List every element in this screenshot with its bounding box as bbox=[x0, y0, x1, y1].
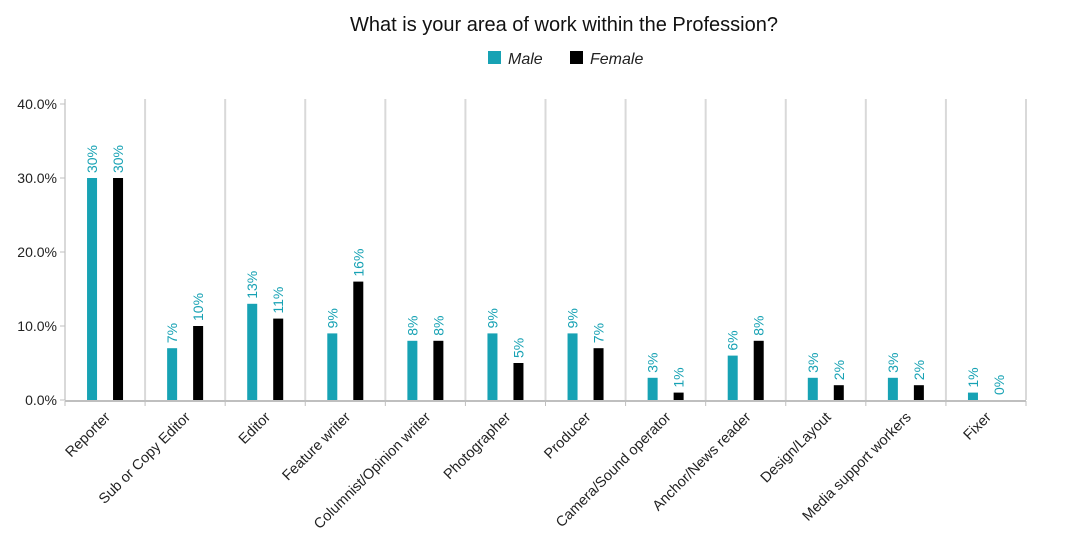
data-label: 2% bbox=[911, 360, 927, 380]
legend-label-female: Female bbox=[590, 51, 643, 68]
x-tick-label: Sub or Copy Editor bbox=[96, 409, 194, 507]
bar-male bbox=[567, 333, 578, 400]
bar-male bbox=[487, 333, 498, 400]
data-label: 16% bbox=[350, 249, 366, 277]
vertical-gridlines bbox=[64, 99, 1027, 400]
bar-female bbox=[193, 326, 204, 400]
y-tick-label: 40.0% bbox=[17, 96, 57, 112]
x-tick-label: Editor bbox=[236, 409, 274, 447]
x-tick-label: Photographer bbox=[441, 409, 515, 483]
y-tick-label: 0.0% bbox=[25, 392, 57, 408]
data-label: 10% bbox=[190, 293, 206, 321]
data-label: 8% bbox=[751, 316, 767, 336]
bar-male bbox=[167, 348, 178, 400]
y-tick-label: 10.0% bbox=[17, 318, 57, 334]
bar-female bbox=[513, 363, 524, 400]
data-label: 6% bbox=[725, 330, 741, 350]
data-label: 7% bbox=[591, 323, 607, 343]
bar-female bbox=[833, 385, 844, 400]
bar-male bbox=[327, 333, 338, 400]
y-tick-label: 20.0% bbox=[17, 244, 57, 260]
bar-female bbox=[673, 392, 684, 400]
data-label: 9% bbox=[565, 308, 581, 328]
bar-female bbox=[913, 385, 924, 400]
data-label: 13% bbox=[244, 271, 260, 299]
data-label: 8% bbox=[404, 316, 420, 336]
data-label: 9% bbox=[484, 308, 500, 328]
data-label: 30% bbox=[110, 145, 126, 173]
chart-legend: Male Female bbox=[488, 51, 643, 68]
data-label: 0% bbox=[991, 375, 1007, 395]
bar-male bbox=[407, 340, 418, 400]
bar-male bbox=[647, 377, 658, 400]
data-labels: 30% 30% 7% 10% 13% 11% 9% 16% 8% 8% 9% 5% 9% 7% 3% 1% 6%… bbox=[84, 145, 1007, 395]
legend-label-male: Male bbox=[508, 51, 543, 68]
y-tick-label: 30.0% bbox=[17, 170, 57, 186]
chart-title: What is your area of work within the Pro… bbox=[350, 14, 778, 36]
bar-female bbox=[113, 178, 124, 400]
data-label: 7% bbox=[164, 323, 180, 343]
data-label: 30% bbox=[84, 145, 100, 173]
x-tick-label: Feature writer bbox=[280, 409, 355, 484]
data-label: 2% bbox=[831, 360, 847, 380]
x-tick-label: Producer bbox=[541, 409, 594, 462]
data-label: 3% bbox=[885, 353, 901, 373]
bar-male bbox=[807, 377, 818, 400]
data-label: 1% bbox=[965, 367, 981, 387]
data-label: 1% bbox=[671, 367, 687, 387]
bar-female bbox=[273, 318, 284, 400]
bar-female bbox=[433, 340, 444, 400]
y-axis: 0.0% 10.0% 20.0% 30.0% 40.0% bbox=[17, 96, 65, 408]
data-label: 11% bbox=[270, 287, 286, 314]
bar-female bbox=[353, 281, 364, 400]
bar-male bbox=[967, 392, 978, 400]
data-label: 3% bbox=[645, 353, 661, 373]
x-tick-label: Fixer bbox=[961, 409, 995, 443]
x-tick-label: Reporter bbox=[63, 409, 114, 460]
legend-swatch-male bbox=[488, 51, 501, 64]
legend-swatch-female bbox=[570, 51, 583, 64]
data-label: 3% bbox=[805, 353, 821, 373]
data-label: 9% bbox=[324, 308, 340, 328]
bars bbox=[87, 178, 978, 400]
bar-male bbox=[87, 178, 98, 400]
bar-male bbox=[247, 303, 258, 400]
data-label: 5% bbox=[510, 338, 526, 358]
data-label: 8% bbox=[430, 316, 446, 336]
bar-male bbox=[727, 355, 738, 400]
bar-female bbox=[593, 348, 604, 400]
bar-male bbox=[887, 377, 898, 400]
bar-female bbox=[753, 340, 764, 400]
x-tick-label: Design/Layout bbox=[758, 410, 835, 487]
